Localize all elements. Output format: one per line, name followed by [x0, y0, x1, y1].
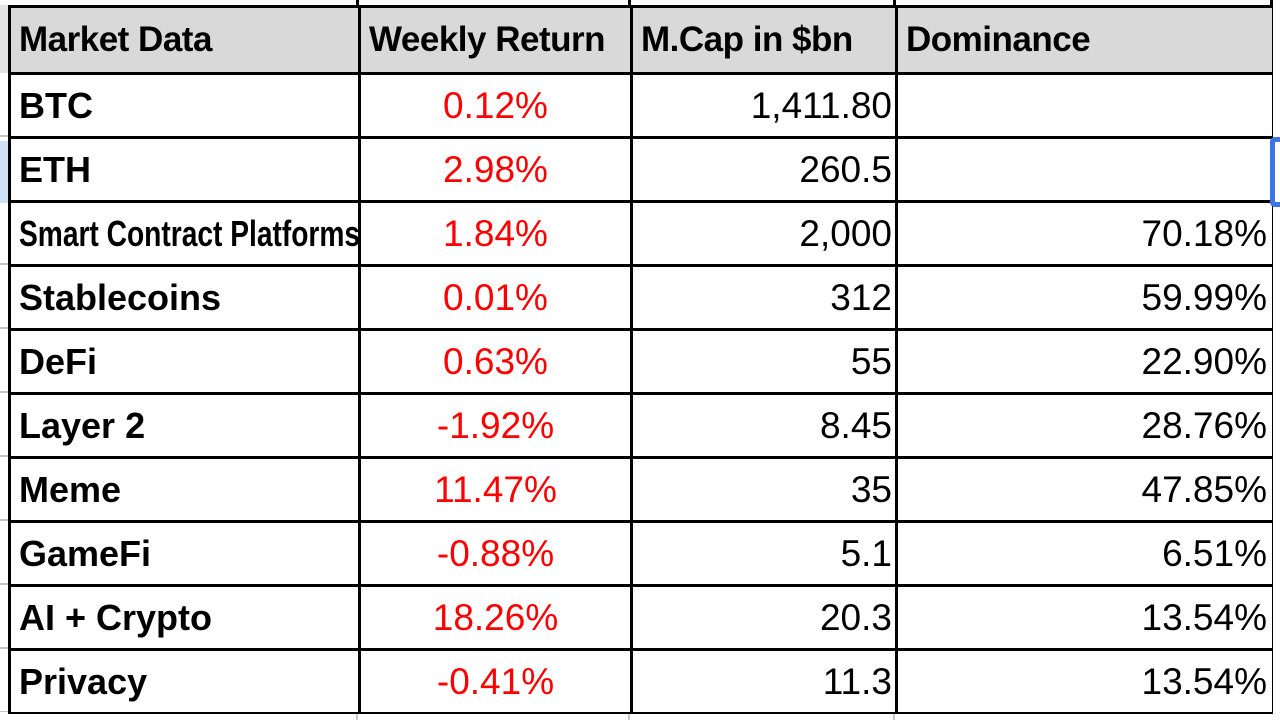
cell-weekly-return[interactable]: 0.12% [358, 72, 633, 139]
table-row: AI + Crypto 18.26% 20.3 13.54% [8, 584, 1275, 651]
cell-weekly-return[interactable]: 2.98% [358, 136, 633, 203]
gutter-header-band [0, 5, 8, 73]
cell-mcap[interactable]: 20.3 [630, 584, 898, 651]
cell-market-name[interactable]: Layer 2 [8, 392, 361, 459]
market-name-label: AI + Crypto [19, 596, 213, 638]
cell-mcap[interactable]: 8.45 [630, 392, 898, 459]
column-header-dominance[interactable]: Dominance [895, 5, 1275, 75]
table-row: Privacy -0.41% 11.3 13.54% [8, 648, 1275, 715]
table-row: Meme 11.47% 35 47.85% [8, 456, 1275, 523]
table-row: DeFi 0.63% 55 22.90% [8, 328, 1275, 395]
cropped-row-above [0, 0, 1280, 5]
cell-dominance[interactable] [895, 72, 1275, 139]
grid-tick [356, 0, 359, 5]
cell-market-name[interactable]: Stablecoins [8, 264, 361, 331]
market-data-table: Market Data Weekly Return M.Cap in $bn D… [8, 5, 1275, 715]
cell-dominance[interactable]: 13.54% [895, 584, 1275, 651]
cell-selection-border [1270, 137, 1280, 207]
grid-tick [893, 714, 895, 720]
cell-mcap[interactable]: 1,411.80 [630, 72, 898, 139]
grid-tick [628, 714, 630, 720]
cropped-column-right [1273, 0, 1280, 720]
table-row: ETH 2.98% 260.5 [8, 136, 1275, 203]
cropped-row-below [0, 714, 1280, 720]
cell-dominance[interactable]: 6.51% [895, 520, 1275, 587]
cell-weekly-return[interactable]: -0.88% [358, 520, 633, 587]
cell-weekly-return[interactable]: -1.92% [358, 392, 633, 459]
column-header-weekly-return[interactable]: Weekly Return [358, 5, 633, 75]
cell-dominance[interactable]: 13.54% [895, 648, 1275, 715]
cell-market-name[interactable]: GameFi [8, 520, 361, 587]
cell-mcap[interactable]: 2,000 [630, 200, 898, 267]
table-row: GameFi -0.88% 5.1 6.51% [8, 520, 1275, 587]
cell-dominance[interactable]: 28.76% [895, 392, 1275, 459]
header-row: Market Data Weekly Return M.Cap in $bn D… [8, 5, 1275, 75]
cell-market-name[interactable]: AI + Crypto [8, 584, 361, 651]
cell-dominance[interactable]: 22.90% [895, 328, 1275, 395]
cell-weekly-return[interactable]: -0.41% [358, 648, 633, 715]
cell-mcap[interactable]: 312 [630, 264, 898, 331]
table-row: Layer 2 -1.92% 8.45 28.76% [8, 392, 1275, 459]
cell-mcap[interactable]: 260.5 [630, 136, 898, 203]
cell-mcap[interactable]: 5.1 [630, 520, 898, 587]
market-name-label: BTC [19, 84, 93, 126]
cell-weekly-return[interactable]: 0.63% [358, 328, 633, 395]
grid-tick [893, 0, 896, 5]
cell-weekly-return[interactable]: 18.26% [358, 584, 633, 651]
column-header-mcap[interactable]: M.Cap in $bn [630, 5, 898, 75]
market-name-label: Layer 2 [19, 404, 146, 446]
cell-market-name[interactable]: Meme [8, 456, 361, 523]
cell-mcap[interactable]: 11.3 [630, 648, 898, 715]
cell-market-name[interactable]: DeFi [8, 328, 361, 395]
market-name-label: GameFi [19, 532, 152, 574]
gutter-grid-lines [0, 73, 8, 712]
cell-market-name[interactable]: BTC [8, 72, 361, 139]
cell-market-name[interactable]: Privacy [8, 648, 361, 715]
market-name-label: Smart Contract Platforms [19, 212, 360, 254]
market-name-label: Meme [19, 468, 122, 510]
cell-dominance[interactable]: 59.99% [895, 264, 1275, 331]
cell-dominance[interactable] [895, 136, 1275, 203]
cell-market-name[interactable]: Smart Contract Platforms [8, 200, 361, 267]
table-row: Smart Contract Platforms 1.84% 2,000 70.… [8, 200, 1275, 267]
table-row: Stablecoins 0.01% 312 59.99% [8, 264, 1275, 331]
selected-row-highlight [0, 141, 8, 203]
cell-mcap[interactable]: 55 [630, 328, 898, 395]
market-name-label: Stablecoins [19, 276, 222, 318]
cell-dominance[interactable]: 47.85% [895, 456, 1275, 523]
column-header-market-data[interactable]: Market Data [8, 5, 361, 75]
grid-tick [628, 0, 631, 5]
cell-weekly-return[interactable]: 1.84% [358, 200, 633, 267]
market-name-label: ETH [19, 148, 91, 190]
table-row: BTC 0.12% 1,411.80 [8, 72, 1275, 139]
cell-mcap[interactable]: 35 [630, 456, 898, 523]
cell-dominance[interactable]: 70.18% [895, 200, 1275, 267]
cell-weekly-return[interactable]: 11.47% [358, 456, 633, 523]
cell-market-name[interactable]: ETH [8, 136, 361, 203]
cropped-column-left [0, 0, 8, 720]
cell-weekly-return[interactable]: 0.01% [358, 264, 633, 331]
grid-tick [356, 714, 358, 720]
market-name-label: Privacy [19, 660, 148, 702]
market-name-label: DeFi [19, 340, 98, 382]
grid-tick [1270, 0, 1273, 5]
